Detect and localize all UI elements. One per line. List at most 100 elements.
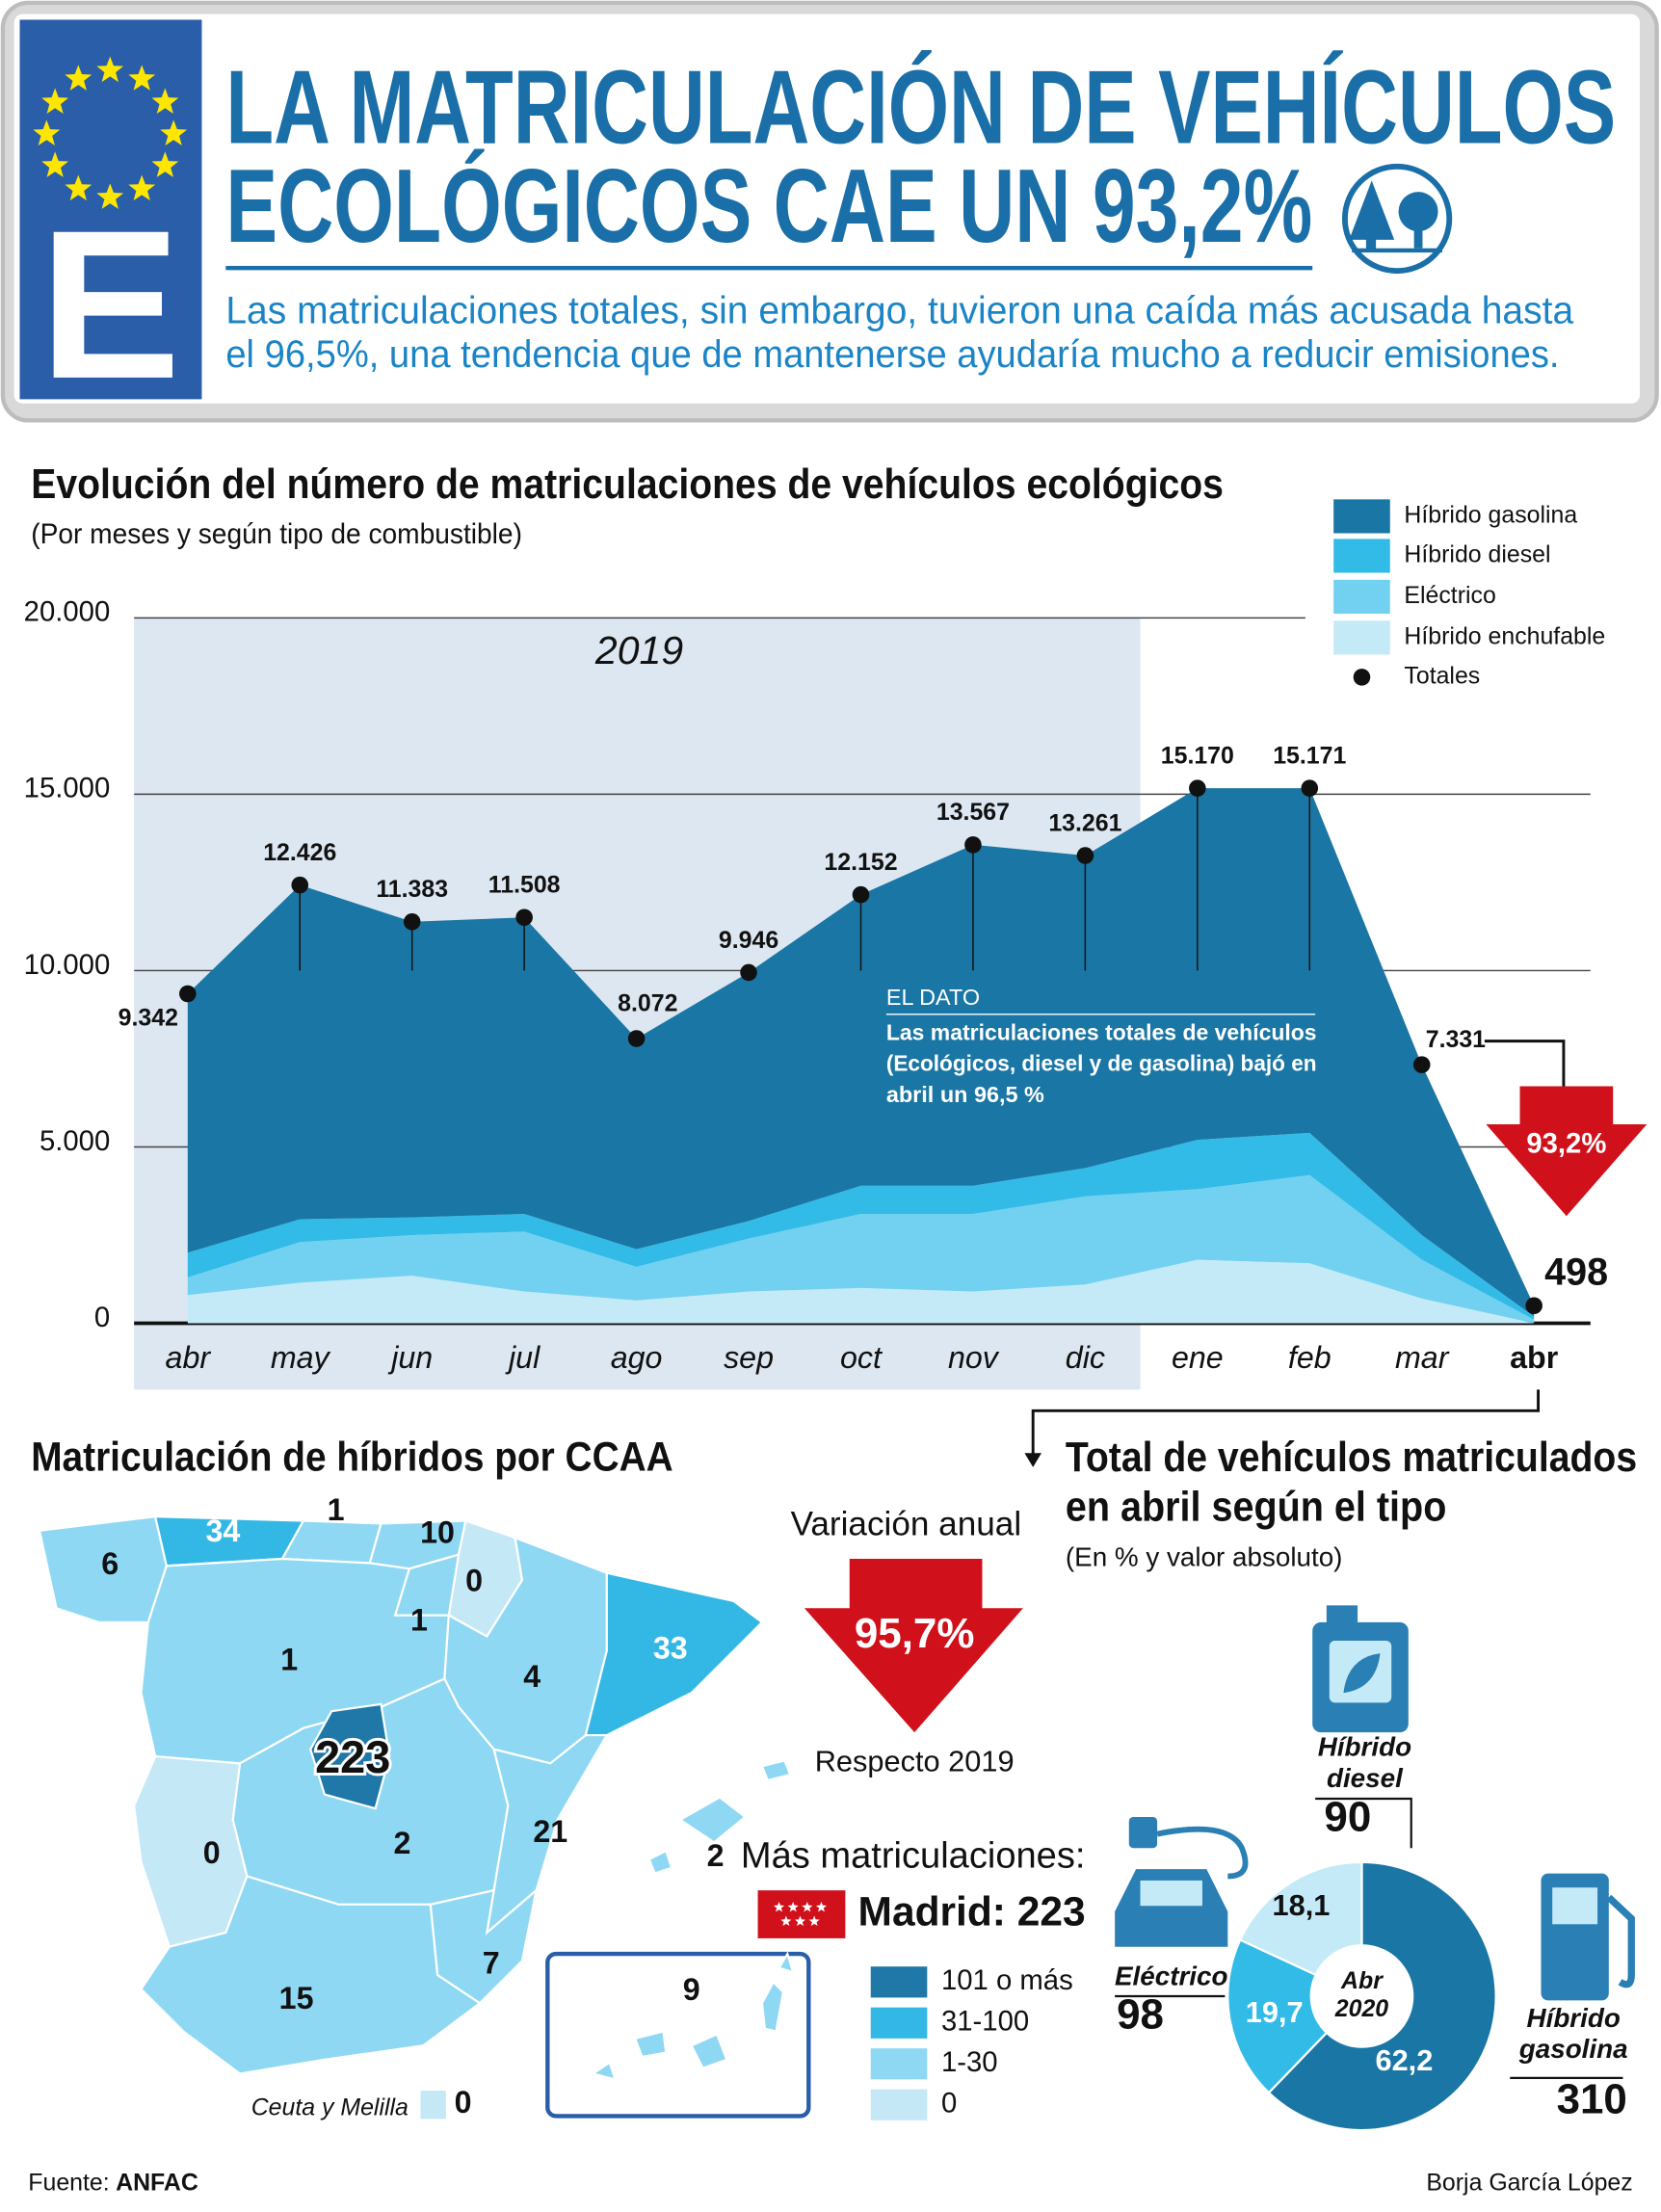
- region-label: 15: [279, 1981, 314, 2015]
- donut-subtitle: (En % y valor absoluto): [1066, 1541, 1343, 1571]
- map-region: [590, 1951, 795, 2081]
- y-tick-label: 15.000: [24, 773, 111, 804]
- total-label: 9.342: [119, 1004, 178, 1031]
- eu-star: [96, 56, 124, 83]
- tree-icon: [1413, 225, 1423, 249]
- donut-title: en abril según el tipo: [1066, 1483, 1446, 1530]
- x-tick-label: dic: [1066, 1340, 1105, 1375]
- total-label: 498: [1544, 1251, 1608, 1293]
- ceuta-swatch: [420, 2091, 446, 2120]
- tree-icon: [1349, 180, 1395, 240]
- note-line: abril un 96,5 %: [886, 1082, 1044, 1107]
- period-label: 2019: [594, 628, 683, 672]
- region-label: 4: [523, 1659, 540, 1694]
- donut-value-label: 19,7: [1246, 1995, 1304, 2029]
- total-dot: [1412, 1056, 1431, 1073]
- eu-star: [96, 183, 124, 209]
- map-legend-swatch: [870, 2007, 928, 2039]
- donut-slice: [1226, 1938, 1329, 2094]
- map-legend-label: 1-30: [941, 2046, 998, 2078]
- car-icon: [1140, 1880, 1202, 1907]
- area-series: [187, 1132, 1535, 1320]
- x-tick-label: feb: [1288, 1340, 1331, 1375]
- donut-category: Eléctrico: [1115, 1961, 1228, 1990]
- flag-star: [773, 1901, 785, 1912]
- region-label: 223: [315, 1732, 390, 1782]
- flag-star: [787, 1901, 799, 1912]
- total-dot: [291, 876, 309, 894]
- total-label: 8.072: [618, 989, 677, 1016]
- header-panel: [13, 13, 1641, 404]
- total-dot: [515, 908, 533, 927]
- total-label: 12.426: [263, 839, 336, 866]
- pump-icon: [1606, 1894, 1635, 1988]
- annual-arrow: [804, 1559, 1023, 1733]
- total-label: 13.567: [936, 799, 1010, 826]
- region-label: 1: [280, 1642, 298, 1676]
- tree-icon-ground: [1352, 248, 1442, 253]
- region-label: 2: [393, 1826, 410, 1860]
- donut-count: 98: [1117, 1991, 1164, 2039]
- total-label: 11.383: [376, 876, 448, 903]
- fuel-can-icon: [1326, 1605, 1358, 1625]
- x-tick-label: ene: [1172, 1340, 1224, 1375]
- subtitle-line: el 96,5%, una tendencia que de manteners…: [225, 333, 1559, 376]
- legend-swatch: [1333, 579, 1390, 614]
- tree-icon-ring: [1341, 163, 1453, 275]
- map-legend-label: 0: [941, 2087, 957, 2119]
- total-dot: [627, 1030, 646, 1047]
- ceuta-label: Ceuta y Melilla: [251, 2094, 409, 2121]
- donut-center: 2020: [1334, 1995, 1389, 2022]
- donut-category: Híbrido gasolina: [1518, 2003, 1628, 2064]
- title-line: LA MATRICULACIÓN DE VEHÍCULOS: [225, 49, 1616, 166]
- donut-center: Abr: [1340, 1967, 1384, 1994]
- total-label: 15.171: [1273, 742, 1346, 769]
- map-legend-swatch: [870, 2089, 928, 2120]
- title-line: ECOLÓGICOS CAE UN 93,2%: [225, 147, 1312, 264]
- legend-label: Híbrido diesel: [1404, 541, 1550, 568]
- region-label: 1: [328, 1492, 345, 1527]
- eu-star: [128, 174, 156, 201]
- drop-label: 93,2%: [1526, 1128, 1606, 1160]
- map-legend-swatch: [870, 2048, 928, 2080]
- flag-star: [780, 1915, 792, 1927]
- drop-arrow: [1486, 1086, 1648, 1217]
- region-label: 6: [101, 1546, 119, 1581]
- connector: [1484, 1040, 1566, 1087]
- fuel-can-icon: [1343, 1653, 1381, 1694]
- total-label: 7.331: [1426, 1026, 1486, 1053]
- y-tick-label: 10.000: [24, 949, 111, 981]
- donut-slice: [1267, 1860, 1497, 2132]
- x-tick-label: jun: [387, 1340, 433, 1375]
- map-region: [133, 1754, 249, 1949]
- total-label: 11.508: [488, 872, 561, 899]
- legend-swatch: [1333, 620, 1390, 655]
- y-tick-label: 0: [94, 1302, 110, 1333]
- map-legend-label: 101 o más: [941, 1964, 1073, 1996]
- total-label: 13.261: [1048, 809, 1121, 836]
- source-label: Fuente:: [28, 2169, 109, 2196]
- total-label: 15.170: [1161, 743, 1234, 770]
- donut-value-label: 18,1: [1273, 1888, 1331, 1922]
- map-region: [485, 1733, 609, 1936]
- legend-swatch: [1333, 539, 1390, 573]
- eu-star: [33, 119, 61, 145]
- eu-star: [151, 151, 179, 177]
- eu-star: [65, 174, 92, 201]
- area-series: [187, 1174, 1535, 1324]
- annual-note: Respecto 2019: [815, 1744, 1015, 1778]
- region-label: 0: [465, 1563, 483, 1597]
- x-tick-label: abr: [1510, 1340, 1559, 1375]
- y-tick-label: 5.000: [40, 1125, 110, 1157]
- region-label: 1: [410, 1602, 428, 1637]
- author: Borja García López: [1426, 2169, 1632, 2196]
- connector: [1031, 1389, 1541, 1462]
- legend-label: Totales: [1404, 662, 1480, 689]
- total-dot: [403, 913, 421, 931]
- pump-icon: [1552, 1887, 1598, 1925]
- plug-icon: [1128, 1817, 1158, 1849]
- x-tick-label: may: [271, 1340, 331, 1375]
- map-region: [309, 1702, 391, 1810]
- donut-count: 90: [1324, 1794, 1371, 1841]
